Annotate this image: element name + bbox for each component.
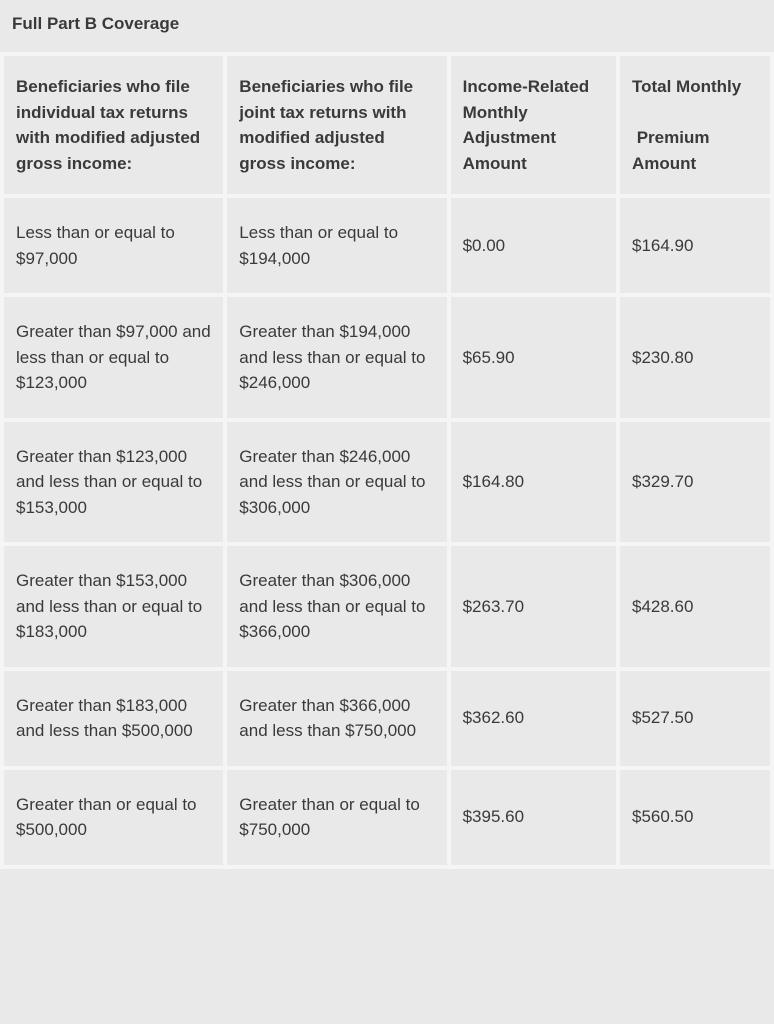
- cell-individual: Greater than $97,000 and less than or eq…: [2, 295, 225, 420]
- cell-total-premium: $527.50: [618, 669, 772, 768]
- cell-total-premium: $428.60: [618, 544, 772, 669]
- cell-irmaa: $0.00: [449, 196, 618, 295]
- cell-irmaa: $65.90: [449, 295, 618, 420]
- cell-total-premium: $329.70: [618, 420, 772, 545]
- cell-irmaa: $362.60: [449, 669, 618, 768]
- col-header-joint: Beneficiaries who file joint tax returns…: [225, 54, 448, 196]
- cell-joint: Greater than $306,000 and less than or e…: [225, 544, 448, 669]
- table-title: Full Part B Coverage: [0, 0, 774, 52]
- cell-individual: Greater than or equal to $500,000: [2, 768, 225, 867]
- cell-total-premium: $164.90: [618, 196, 772, 295]
- cell-individual: Less than or equal to $97,000: [2, 196, 225, 295]
- col-header-individual: Beneficiaries who file individual tax re…: [2, 54, 225, 196]
- cell-individual: Greater than $123,000 and less than or e…: [2, 420, 225, 545]
- cell-individual: Greater than $153,000 and less than or e…: [2, 544, 225, 669]
- coverage-table: Beneficiaries who file individual tax re…: [0, 52, 774, 869]
- cell-joint: Greater than $246,000 and less than or e…: [225, 420, 448, 545]
- table-body: Less than or equal to $97,000Less than o…: [2, 196, 772, 867]
- cell-total-premium: $560.50: [618, 768, 772, 867]
- cell-total-premium: $230.80: [618, 295, 772, 420]
- cell-irmaa: $164.80: [449, 420, 618, 545]
- coverage-container: Full Part B Coverage Beneficiaries who f…: [0, 0, 774, 869]
- table-row: Greater than $153,000 and less than or e…: [2, 544, 772, 669]
- table-row: Greater than $97,000 and less than or eq…: [2, 295, 772, 420]
- cell-joint: Greater than $194,000 and less than or e…: [225, 295, 448, 420]
- col-header-total-premium: Total Monthly Premium Amount: [618, 54, 772, 196]
- cell-individual: Greater than $183,000 and less than $500…: [2, 669, 225, 768]
- table-row: Greater than $123,000 and less than or e…: [2, 420, 772, 545]
- table-header-row: Beneficiaries who file individual tax re…: [2, 54, 772, 196]
- cell-irmaa: $263.70: [449, 544, 618, 669]
- table-row: Greater than or equal to $500,000Greater…: [2, 768, 772, 867]
- table-row: Greater than $183,000 and less than $500…: [2, 669, 772, 768]
- cell-joint: Greater than $366,000 and less than $750…: [225, 669, 448, 768]
- cell-irmaa: $395.60: [449, 768, 618, 867]
- col-header-irmaa: Income-Related Monthly Adjustment Amount: [449, 54, 618, 196]
- cell-joint: Less than or equal to $194,000: [225, 196, 448, 295]
- table-row: Less than or equal to $97,000Less than o…: [2, 196, 772, 295]
- cell-joint: Greater than or equal to $750,000: [225, 768, 448, 867]
